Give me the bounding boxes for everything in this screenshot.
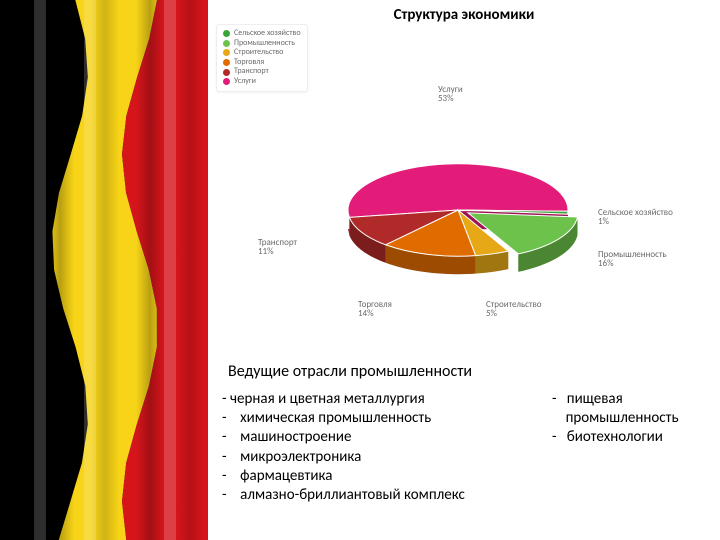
industry-item: - фармацевтика [222, 467, 552, 486]
industries-columns: - черная и цветная металлургия- химическ… [222, 390, 720, 505]
legend-swatch [223, 49, 230, 56]
industry-item: - химическая промышленность [222, 409, 552, 428]
industries-col-1: - черная и цветная металлургия- химическ… [222, 390, 552, 505]
legend-swatch [223, 30, 230, 37]
industry-item: - черная и цветная металлургия [222, 390, 552, 409]
section-subheading: Ведущие отрасли промышленности [228, 362, 472, 381]
legend-swatch [223, 40, 230, 47]
industry-item: промышленность [552, 409, 720, 428]
industry-item: - биотехнологии [552, 428, 720, 447]
industry-item: - пищевая [552, 390, 720, 409]
slice-label: Услуги53% [438, 85, 463, 104]
slice-label: Строительство5% [486, 300, 542, 319]
pie-chart: Услуги53% Сельское хозяйство1% Промышленно… [228, 60, 708, 340]
industries-col-2: - пищевая промышленность- биотехнологии [552, 390, 720, 505]
industry-item: - машиностроение [222, 428, 552, 447]
slice-label: Промышленность16% [598, 250, 667, 269]
slice-label: Сельское хозяйство1% [598, 208, 673, 227]
industry-item: - алмазно-бриллиантовый комплекс [222, 486, 552, 505]
slice-label: Торговля14% [358, 300, 392, 319]
slice-label: Транспорт11% [258, 238, 297, 257]
belgium-flag [0, 0, 208, 540]
page-title: Структура экономики [208, 6, 720, 24]
content-panel: Структура экономики Сельское хозяйствоПр… [208, 0, 720, 540]
industry-item: - микроэлектроника [222, 448, 552, 467]
